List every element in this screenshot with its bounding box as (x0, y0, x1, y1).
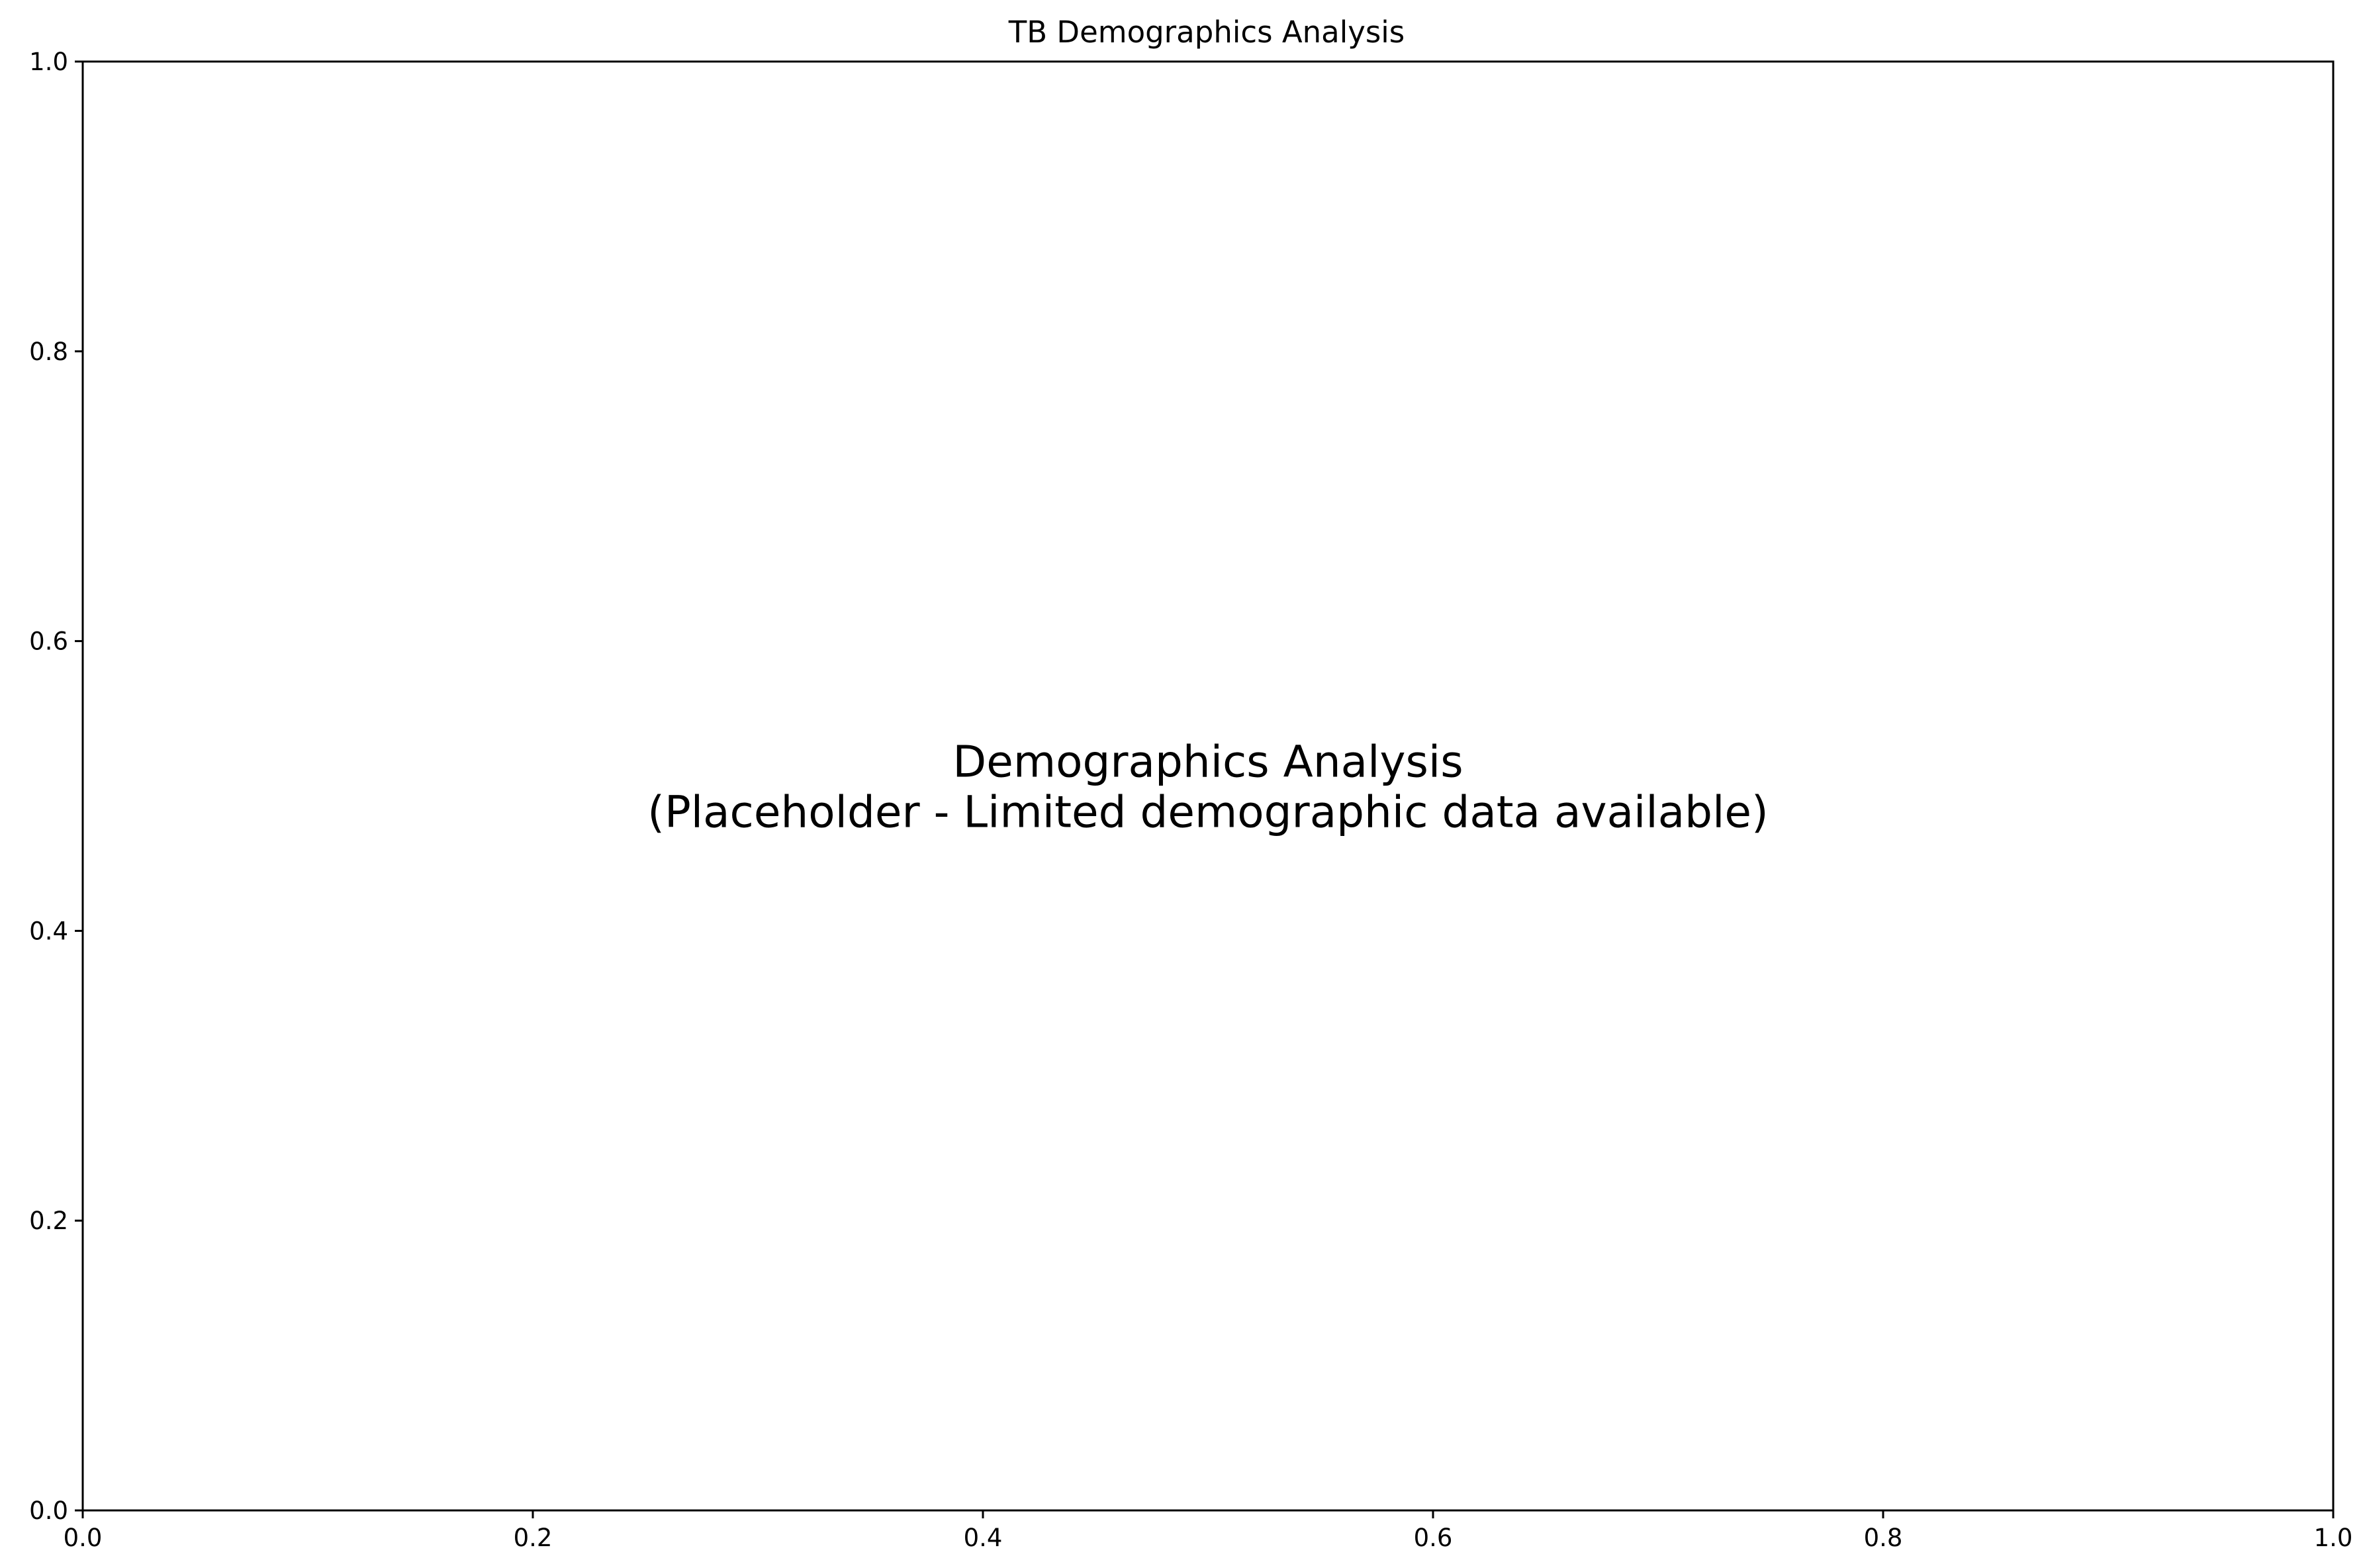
x-axis-ticks: 0.0 0.2 0.4 0.6 0.8 1.0 (64, 1510, 2353, 1552)
x-tick-label: 0.0 (64, 1524, 103, 1552)
y-tick-label: 0.0 (29, 1497, 68, 1525)
placeholder-annotation: Demographics Analysis (Placeholder - Lim… (647, 737, 1769, 838)
y-tick-label: 0.2 (29, 1207, 68, 1235)
annotation-line-2: (Placeholder - Limited demographic data … (647, 787, 1769, 838)
annotation-line-1: Demographics Analysis (952, 737, 1463, 788)
x-tick-label: 1.0 (2314, 1524, 2353, 1552)
x-tick-label: 0.4 (964, 1524, 1003, 1552)
plot-area (81, 60, 2335, 1512)
chart-title: TB Demographics Analysis (1008, 15, 1405, 50)
x-tick-label: 0.2 (514, 1524, 553, 1552)
y-tick-label: 1.0 (29, 48, 68, 76)
y-tick-label: 0.8 (29, 338, 68, 366)
y-axis-ticks: 0.0 0.2 0.4 0.6 0.8 1.0 (29, 48, 83, 1525)
y-tick-label: 0.4 (29, 917, 68, 945)
x-tick-label: 0.8 (1864, 1524, 1903, 1552)
x-tick-label: 0.6 (1414, 1524, 1453, 1552)
y-tick-label: 0.6 (29, 627, 68, 656)
